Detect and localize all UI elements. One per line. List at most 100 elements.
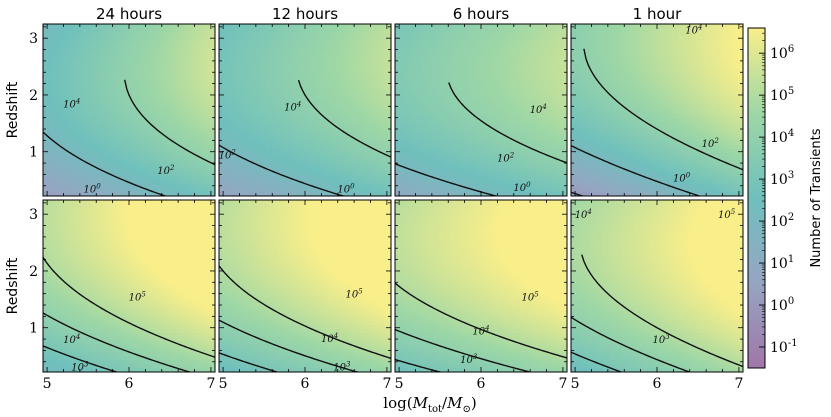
heatmap-cell [477, 63, 482, 68]
heatmap-cell [70, 24, 75, 29]
heatmap-cell [152, 164, 157, 170]
heatmap-cell [265, 102, 271, 107]
heatmap-cell [203, 180, 208, 185]
heatmap-cell [355, 31, 361, 37]
heatmap-cell [132, 180, 138, 185]
heatmap-cell [297, 74, 302, 80]
heatmap-cell [70, 51, 75, 56]
heatmap-cell [211, 168, 215, 174]
heatmap-cell [434, 121, 439, 127]
heatmap-cell [363, 117, 369, 123]
heatmap-cell [148, 86, 154, 92]
heatmap-cell [191, 78, 197, 84]
heatmap-cell [113, 113, 118, 119]
heatmap-cell [453, 35, 459, 41]
heatmap-cell [179, 113, 185, 119]
heatmap-cell [246, 55, 251, 60]
heatmap-cell [179, 55, 185, 60]
heatmap-cell [273, 90, 279, 95]
heatmap-cell [183, 106, 189, 111]
heatmap-cell [238, 102, 244, 107]
heatmap-cell [305, 59, 310, 64]
heatmap-cell [199, 172, 204, 178]
heatmap-cell [402, 106, 408, 111]
heatmap-cell [438, 24, 443, 29]
heatmap-cell [101, 153, 107, 158]
heatmap-cell [426, 149, 431, 154]
heatmap-cell [262, 67, 267, 72]
heatmap-cell [89, 35, 95, 41]
heatmap-cell [234, 35, 240, 41]
heatmap-cell [132, 160, 138, 166]
heatmap-cell [461, 74, 466, 80]
heatmap-cell [367, 149, 373, 154]
heatmap-cell [441, 125, 447, 131]
heatmap-cell [387, 188, 391, 193]
heatmap-cell [46, 133, 52, 138]
heatmap-cell [285, 59, 290, 64]
heatmap-cell [273, 98, 279, 103]
heatmap-cell [93, 125, 99, 131]
heatmap-cell [351, 121, 357, 127]
heatmap-cell [219, 24, 224, 29]
heatmap-cell [398, 74, 404, 80]
heatmap-cell [246, 176, 251, 181]
heatmap-cell [58, 176, 64, 181]
heatmap-cell [238, 168, 244, 174]
heatmap-cell [129, 110, 134, 115]
heatmap-cell [195, 160, 200, 166]
heatmap-cell [187, 55, 193, 60]
heatmap-cell [66, 141, 71, 146]
heatmap-cell [183, 153, 189, 158]
heatmap-cell [258, 70, 263, 76]
heatmap-cell [293, 125, 298, 131]
heatmap-cell [434, 51, 439, 56]
heatmap-cell [187, 47, 193, 52]
heatmap-cell [148, 67, 154, 72]
heatmap-cell [328, 113, 333, 119]
heatmap-cell [355, 43, 361, 49]
heatmap-cell [348, 74, 353, 80]
heatmap-cell [336, 110, 341, 115]
heatmap-cell [312, 168, 318, 174]
contour-label-base: 10 [83, 185, 96, 196]
heatmap-cell [222, 125, 228, 131]
heatmap-cell [156, 149, 161, 154]
heatmap-cell [281, 51, 287, 56]
heatmap-cell [74, 86, 79, 92]
heatmap-cell [340, 141, 345, 146]
heatmap-cell [203, 35, 208, 41]
heatmap-cell [308, 110, 314, 115]
heatmap-cell [336, 153, 341, 158]
heatmap-cell [348, 188, 353, 193]
heatmap-cell [230, 156, 236, 162]
heatmap-cell [109, 102, 114, 107]
heatmap-cell [66, 63, 71, 68]
heatmap-cell [355, 137, 361, 142]
heatmap-cell [461, 51, 466, 56]
heatmap-cell [367, 24, 373, 29]
heatmap-cell [348, 94, 353, 99]
heatmap-cell [355, 78, 361, 84]
heatmap-cell [414, 180, 420, 185]
heatmap-cell [175, 94, 181, 99]
heatmap-cell [438, 86, 443, 92]
heatmap-cell [105, 129, 111, 135]
heatmap-cell [121, 39, 126, 45]
heatmap-cell [297, 24, 302, 29]
heatmap-cell [258, 172, 263, 178]
heatmap-cell [265, 55, 271, 60]
heatmap-cell [195, 110, 200, 115]
heatmap-cell [238, 117, 244, 123]
heatmap-cell [324, 121, 330, 127]
heatmap-cell [265, 47, 271, 52]
heatmap-cell [430, 51, 435, 56]
heatmap-cell [410, 86, 416, 92]
heatmap-cell [348, 31, 353, 37]
heatmap-cell [297, 98, 302, 103]
heatmap-cell [473, 59, 478, 64]
heatmap-cell [453, 176, 459, 181]
heatmap-cell [93, 129, 99, 135]
heatmap-cell [109, 141, 114, 146]
heatmap-cell [136, 35, 142, 41]
